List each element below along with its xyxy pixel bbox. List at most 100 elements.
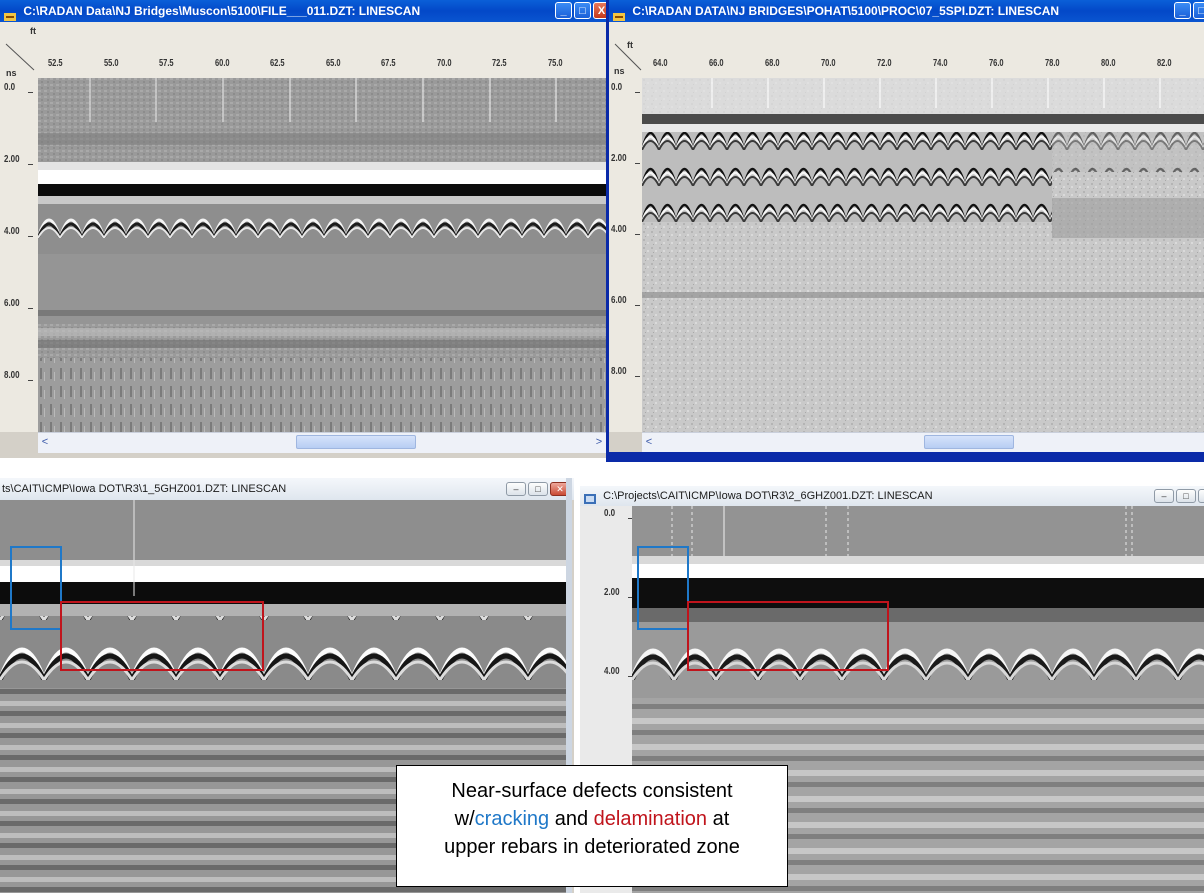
distance-tick-label: 67.5 (381, 58, 396, 69)
distance-tick-label: 80.0 (1101, 58, 1116, 69)
window-title: C:\RADAN Data\NJ Bridges\Muscon\5100\FIL… (23, 4, 421, 18)
radargram-image (642, 78, 1204, 432)
window-title: ts\CAIT\ICMP\Iowa DOT\R3\1_5GHZ001.DZT: … (2, 483, 287, 495)
radan-app-icon (613, 7, 625, 21)
time-tick-label: 6.00 (611, 295, 627, 306)
time-tick-mark (635, 234, 640, 235)
callout-line-2: w/cracking and delamination at (397, 805, 787, 833)
radan-app-icon (584, 491, 596, 505)
distance-tick-label: 70.0 (821, 58, 836, 69)
axis-corner-icon (5, 43, 35, 71)
callout-line-1: Near-surface defects consistent (451, 780, 733, 802)
horizontal-scrollbar[interactable]: < > (38, 432, 606, 453)
horizontal-scrollbar[interactable]: < (642, 432, 1204, 453)
window-title-bar[interactable]: C:\RADAN Data\NJ Bridges\Muscon\5100\FIL… (0, 0, 608, 22)
time-tick-label: 6.00 (4, 298, 20, 309)
scroll-thumb[interactable] (296, 435, 416, 449)
distance-tick-label: 70.0 (436, 58, 452, 69)
distance-tick-label: 75.0 (547, 58, 563, 69)
time-tick-mark (628, 597, 633, 598)
linescan-window-muscon: C:\RADAN Data\NJ Bridges\Muscon\5100\FIL… (0, 0, 608, 458)
radan-app-icon (4, 7, 16, 21)
close-button[interactable]: ✕ (1198, 489, 1204, 503)
distance-ruler: ft ns 64.0 66.0 68.0 70.0 72.0 74.0 76.0 78.0 80… (609, 22, 1204, 78)
maximize-button[interactable]: □ (1193, 2, 1204, 19)
minimize-button[interactable]: _ (555, 2, 572, 19)
cracking-highlight-box (637, 546, 689, 630)
distance-tick-label: 72.5 (492, 58, 507, 69)
defect-callout: Near-surface defects consistent w/cracki… (396, 765, 788, 887)
time-tick-label: 4.00 (4, 226, 20, 237)
time-tick-label: 8.00 (611, 366, 627, 377)
scroll-thumb[interactable] (924, 435, 1014, 449)
marker-lines (89, 78, 557, 122)
distance-tick-label: 55.0 (103, 58, 119, 69)
time-tick-mark (628, 518, 633, 519)
cracking-label: cracking (474, 808, 550, 830)
time-tick-label: 4.00 (604, 666, 620, 677)
window-title-bar[interactable]: C:\RADAN DATA\NJ BRIDGES\POHAT\5100\PROC… (609, 0, 1204, 22)
window-title-bar[interactable]: C:\Projects\CAIT\ICMP\Iowa DOT\R3\2_6GHZ… (580, 486, 1204, 506)
callout-and: and (549, 808, 594, 830)
distance-tick-label: 65.0 (325, 58, 341, 69)
distance-tick-label: 57.5 (159, 58, 174, 69)
time-tick-label: 2.00 (604, 587, 620, 598)
cracking-highlight-box (10, 546, 62, 630)
time-tick-label: 4.00 (611, 224, 627, 235)
window-title-bar[interactable]: ts\CAIT\ICMP\Iowa DOT\R3\1_5GHZ001.DZT: … (0, 478, 574, 500)
time-scale: 0.0 2.00 4.00 6.00 8.00 (0, 78, 38, 432)
distance-tick-label: 82.0 (1157, 58, 1172, 69)
marker-lines (671, 506, 1133, 556)
maximize-button[interactable]: □ (574, 2, 591, 19)
time-tick-mark (28, 380, 33, 381)
distance-tick-label: 76.0 (989, 58, 1004, 69)
window-title: C:\RADAN DATA\NJ BRIDGES\POHAT\5100\PROC… (632, 4, 1060, 18)
time-tick-label: 0.0 (604, 508, 616, 519)
distance-unit: ft (30, 26, 36, 36)
window-border (609, 452, 1204, 462)
distance-tick-label: 72.0 (877, 58, 892, 69)
time-tick-mark (635, 305, 640, 306)
close-button[interactable]: X (593, 2, 608, 19)
callout-prefix: w/ (454, 808, 475, 830)
window-title: C:\Projects\CAIT\ICMP\Iowa DOT\R3\2_6GHZ… (603, 490, 933, 502)
minimize-button[interactable]: – (506, 482, 526, 496)
callout-suffix: at (707, 808, 730, 830)
distance-tick-label: 60.0 (214, 58, 230, 69)
time-tick-label: 0.0 (611, 82, 623, 93)
scroll-left-button[interactable]: < (645, 436, 653, 448)
marker-lines (711, 78, 1161, 108)
time-tick-mark (635, 163, 640, 164)
time-unit: ns (614, 66, 625, 76)
time-tick-mark (28, 164, 33, 165)
scroll-right-button[interactable]: > (595, 436, 603, 448)
radargram-plot[interactable] (38, 78, 606, 432)
time-tick-mark (635, 92, 640, 93)
delamination-label: delamination (593, 808, 708, 830)
time-tick-label: 8.00 (4, 370, 20, 381)
time-scale: 0.0 2.00 4.00 6.00 8.00 (609, 78, 642, 432)
radargram-plot[interactable] (642, 78, 1204, 432)
maximize-button[interactable]: □ (1176, 489, 1196, 503)
time-tick-mark (28, 236, 33, 237)
time-tick-mark (28, 308, 33, 309)
time-tick-mark (635, 376, 640, 377)
close-button[interactable]: ✕ (550, 482, 570, 496)
distance-tick-label: 52.5 (48, 58, 63, 69)
distance-tick-label: 68.0 (765, 58, 780, 69)
distance-tick-label: 78.0 (1045, 58, 1060, 69)
minimize-button[interactable]: _ (1174, 2, 1191, 19)
time-tick-label: 0.0 (4, 82, 16, 93)
maximize-button[interactable]: □ (528, 482, 548, 496)
delamination-highlight-box (687, 601, 889, 671)
distance-unit: ft (627, 40, 633, 50)
scroll-left-button[interactable]: < (41, 436, 49, 448)
radargram-image (38, 78, 606, 432)
distance-tick-label: 66.0 (709, 58, 724, 69)
time-tick-label: 2.00 (4, 154, 20, 165)
minimize-button[interactable]: – (1154, 489, 1174, 503)
linescan-window-pohat: C:\RADAN DATA\NJ BRIDGES\POHAT\5100\PROC… (609, 0, 1204, 462)
axis-corner-icon (614, 43, 642, 71)
window-border (606, 0, 609, 462)
window-border (566, 478, 572, 893)
